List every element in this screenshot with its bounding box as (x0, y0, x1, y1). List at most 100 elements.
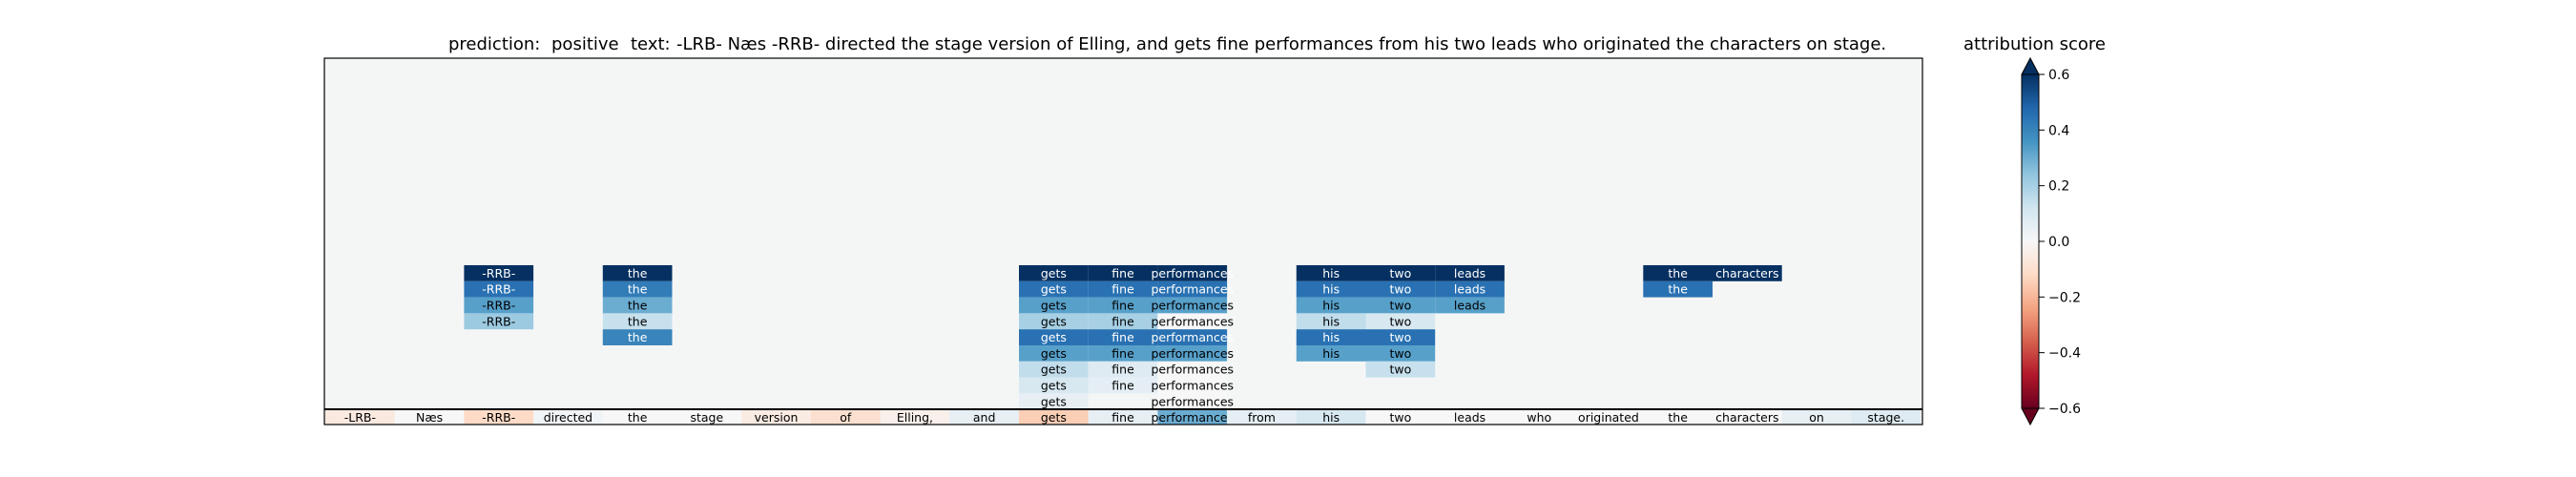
stack-token-cell (1713, 265, 1782, 281)
base-token-cell (1227, 410, 1297, 425)
stack-token-label: his (1322, 330, 1340, 344)
stack-token-label: performances (1151, 330, 1234, 344)
stack-token-label: performances (1151, 314, 1234, 328)
stack-token-cell (1296, 297, 1366, 314)
stack-token-cell (464, 265, 534, 281)
stacked-token-cells: -RRB--RRB--RRB--RRB-thethethethethegetsg… (464, 265, 1782, 410)
stack-token-cell (1157, 361, 1228, 378)
base-token-cell (1157, 410, 1228, 425)
stack-token-cell (1157, 297, 1228, 314)
base-token-label: stage (690, 410, 723, 425)
stack-token-cell (1365, 297, 1436, 314)
colorbar-tick-label: 0.4 (2048, 123, 2069, 138)
base-token-cell (1296, 410, 1366, 425)
base-token-label: leads (1454, 410, 1485, 425)
stack-token-label: two (1389, 363, 1411, 377)
base-token-cell (672, 410, 742, 425)
base-token-label: directed (544, 410, 592, 425)
stack-token-cell (1365, 361, 1436, 378)
colorbar-ticks: 0.6 0.4 0.2 0.0 −0.2 −0.4 −0.6 (2039, 68, 2081, 417)
colorbar-extend-top (2022, 58, 2039, 74)
stack-token-cell (602, 313, 673, 330)
stack-token-cell (1365, 280, 1436, 298)
stack-token-cell (1019, 297, 1089, 314)
stack-token-cell (464, 313, 534, 330)
colorbar-tick-label: −0.6 (2048, 402, 2081, 417)
stack-token-cell (1296, 345, 1366, 362)
stack-token-cell (1088, 313, 1158, 330)
base-token-label: -LRB- (344, 410, 376, 425)
stack-token-label: two (1389, 266, 1411, 280)
base-token-cell (464, 410, 534, 425)
stack-token-label: the (628, 299, 648, 313)
stack-token-label: gets (1041, 346, 1067, 361)
base-token-cell (741, 410, 811, 425)
base-token-label: the (1668, 410, 1688, 425)
base-token-cell (602, 410, 673, 425)
base-token-cell (1504, 410, 1574, 425)
stack-token-label: performances (1151, 282, 1234, 297)
colorbar-top-outline (2021, 56, 2040, 75)
base-token-label: originated (1578, 410, 1639, 425)
stack-token-label: -RRB- (482, 266, 515, 280)
title-prediction-label: prediction: (448, 34, 540, 54)
base-token-cell (1781, 410, 1852, 425)
title-text-label: text: (631, 34, 671, 54)
stack-token-cell (1019, 313, 1089, 330)
stack-token-label: his (1322, 314, 1340, 328)
base-token-label: on (1809, 410, 1824, 425)
base-token-label: gets (1041, 410, 1067, 425)
base-token-label: Næs (416, 410, 443, 425)
base-token-label: the (628, 410, 648, 425)
colorbar-extend-bottom (2022, 408, 2039, 425)
stack-token-cell (1643, 280, 1713, 298)
stack-token-cell (1435, 280, 1505, 298)
stack-token-label: fine (1111, 330, 1134, 344)
stack-token-label: fine (1111, 282, 1134, 297)
base-token-cell (1435, 410, 1505, 425)
colorbar-tick-label: 0.0 (2048, 235, 2069, 250)
stack-token-cell (602, 329, 673, 345)
stack-token-label: performances (1151, 346, 1234, 361)
base-token-label: characters (1715, 410, 1778, 425)
base-token-label: who (1527, 410, 1551, 425)
stack-token-cell (464, 280, 534, 298)
base-token-cell (949, 410, 1019, 425)
stack-token-label: gets (1041, 282, 1067, 297)
stack-token-cell (1365, 313, 1436, 330)
stack-token-label: gets (1041, 314, 1067, 328)
base-token-label: his (1322, 410, 1340, 425)
stack-token-cell (1365, 345, 1436, 362)
stack-token-label: characters (1715, 266, 1778, 280)
stack-token-cell (1019, 280, 1089, 298)
base-token-cell (1643, 410, 1713, 425)
stack-token-cell (1157, 345, 1228, 362)
stack-token-label: two (1389, 282, 1411, 297)
stack-token-cell (1157, 265, 1228, 281)
stack-token-cell (1088, 377, 1158, 394)
stack-token-label: two (1389, 346, 1411, 361)
stack-token-cell (1435, 265, 1505, 281)
title-prediction-value: positive (551, 34, 619, 54)
stack-token-label: the (628, 266, 648, 280)
base-token-cell (1573, 410, 1644, 425)
base-token-cell (394, 410, 465, 425)
stack-token-label: performances (1151, 363, 1234, 377)
stack-token-label: gets (1041, 266, 1067, 280)
stack-token-cell (1157, 377, 1228, 394)
stack-token-label: leads (1454, 299, 1485, 313)
colorbar-tick-label: 0.6 (2048, 68, 2069, 83)
stack-token-cell (1019, 329, 1089, 345)
base-token-cell (1088, 410, 1158, 425)
base-token-label: stage. (1867, 410, 1904, 425)
stack-token-cell (1365, 265, 1436, 281)
stack-token-cell (1643, 265, 1713, 281)
stack-token-label: performances (1151, 299, 1234, 313)
stack-token-cell (602, 265, 673, 281)
stack-token-cell (1157, 280, 1228, 298)
stack-token-cell (1157, 313, 1228, 330)
base-token-cell (880, 410, 950, 425)
colorbar-tick-label: 0.2 (2048, 179, 2069, 195)
colorbar-tick-label: −0.2 (2048, 290, 2081, 305)
colorbar-tick-label: −0.4 (2048, 346, 2081, 362)
